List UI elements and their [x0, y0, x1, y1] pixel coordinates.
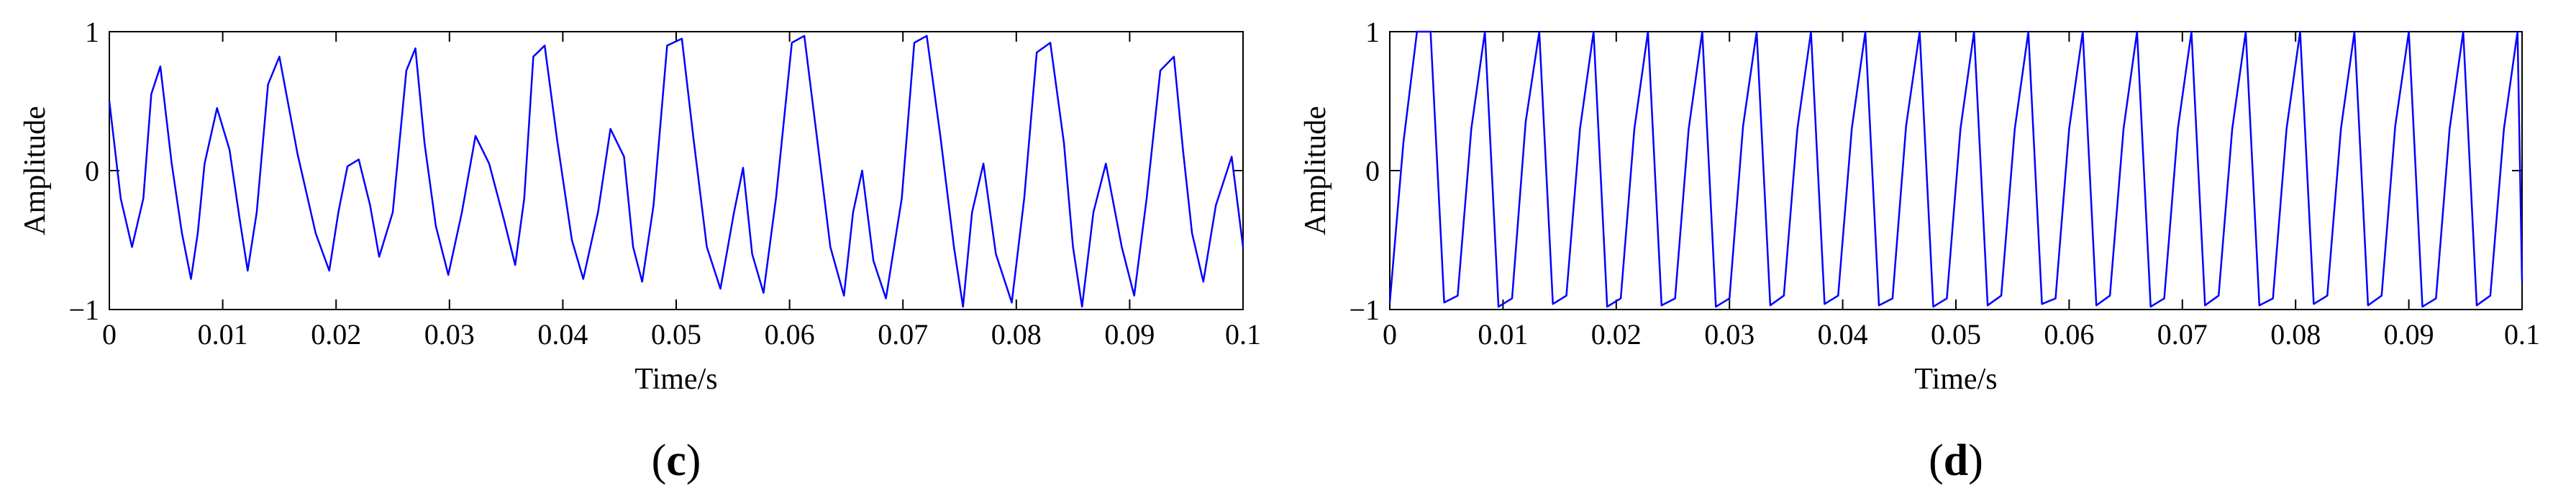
y-tick-label: 0 — [1365, 155, 1380, 187]
y-tick-label: −1 — [68, 294, 99, 326]
x-tick-label: 0.08 — [991, 318, 1042, 351]
x-tick-label: 0 — [102, 318, 117, 351]
x-axis-label: Time/s — [634, 363, 717, 396]
x-tick-label: 0.09 — [1104, 318, 1155, 351]
panel-label: (d) — [1929, 436, 1983, 485]
series-line-0 — [108, 35, 1244, 308]
x-tick-label: 0.06 — [765, 318, 815, 351]
x-tick-label: 0.01 — [198, 318, 248, 351]
y-axis-label: Amplitude — [19, 106, 52, 235]
x-tick-label: 0.02 — [311, 318, 361, 351]
x-tick-label: 0.09 — [2384, 318, 2434, 351]
chart-panel-c: 0 0.01 0.02 0.03 0.04 0.05 0.06 0.07 0.08 0.09 0.1… — [19, 16, 1261, 485]
x-tick-label: 0.03 — [424, 318, 475, 351]
y-tick-label: 0 — [85, 155, 99, 187]
panel-label: (c) — [652, 436, 701, 485]
x-axis-label: Time/s — [1914, 363, 1997, 396]
plot-frame — [109, 31, 1244, 310]
x-tick-label: 0 — [1383, 318, 1397, 351]
x-tick-label: 0.08 — [2270, 318, 2321, 351]
x-tick-label: 0.07 — [878, 318, 928, 351]
series-line-0 — [1388, 30, 2523, 308]
plot-frame — [1389, 31, 2523, 310]
y-axis-label: Amplitude — [1299, 106, 1332, 235]
x-tick-label: 0.1 — [1225, 318, 1261, 351]
x-tick-label: 0.06 — [2044, 318, 2094, 351]
x-tick-label: 0.1 — [2504, 318, 2540, 351]
x-tick-label: 0.05 — [651, 318, 701, 351]
y-tick-label: −1 — [1349, 294, 1380, 326]
chart-panel-d: 0 0.01 0.02 0.03 0.04 0.05 0.06 0.07 0.08 0.09 0.1… — [1299, 16, 2540, 485]
x-tick-label: 0.05 — [1931, 318, 1981, 351]
x-tick-label: 0.04 — [537, 318, 588, 351]
x-tick-label: 0.04 — [1818, 318, 1868, 351]
y-tick-label: 1 — [1365, 16, 1380, 48]
x-tick-label: 0.07 — [2157, 318, 2208, 351]
y-tick-label: 1 — [85, 16, 99, 48]
x-tick-label: 0.02 — [1591, 318, 1642, 351]
x-tick-label: 0.01 — [1478, 318, 1528, 351]
x-tick-label: 0.03 — [1704, 318, 1754, 351]
